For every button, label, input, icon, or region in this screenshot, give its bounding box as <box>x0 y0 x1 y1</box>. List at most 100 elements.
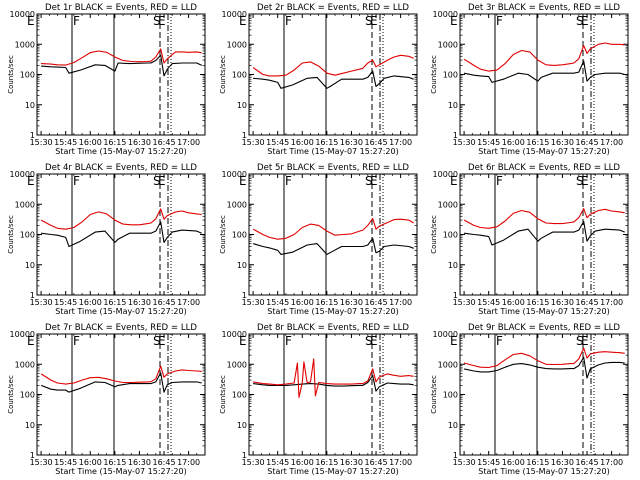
y-tick-label: 100 <box>20 391 35 400</box>
x-tick-label: 16:45 <box>152 298 175 307</box>
y-tick-label: 10 <box>237 261 247 270</box>
marker-label: E <box>239 14 247 28</box>
x-tick-label: 16:15 <box>526 298 549 307</box>
x-tick-label: 16:15 <box>103 298 126 307</box>
series-line-lld <box>252 54 414 77</box>
x-tick-label: 15:30 <box>453 138 476 147</box>
y-tick-label: 1 <box>30 131 35 140</box>
x-axis-label: Start Time (15-May-07 15:27:20) <box>478 147 609 156</box>
series-line-lld <box>41 48 202 66</box>
marker-label: S <box>576 334 584 348</box>
y-tick-label: 10 <box>25 421 35 430</box>
y-axis-label: Counts/sec <box>7 55 15 94</box>
x-tick-label: 16:30 <box>340 298 363 307</box>
x-axis-label: Start Time (15-May-07 15:27:20) <box>478 467 609 476</box>
marker-label: S <box>365 14 373 28</box>
marker-label: S <box>153 174 161 188</box>
x-tick-label: 16:30 <box>551 458 574 467</box>
series-line-lld <box>252 217 414 240</box>
marker-label: F <box>496 14 503 28</box>
series-line-events <box>463 60 625 83</box>
x-tick-label: 15:45 <box>477 458 500 467</box>
y-tick-label: 1000 <box>15 200 35 209</box>
y-tick-label: 1000 <box>438 360 458 369</box>
marker-label: E <box>370 334 378 348</box>
x-tick-label: 16:00 <box>502 458 525 467</box>
x-tick-label: 16:45 <box>152 458 175 467</box>
y-tick-label: 100 <box>232 71 247 80</box>
series-line-events <box>41 54 202 77</box>
x-axis-label: Start Time (15-May-07 15:27:20) <box>55 147 186 156</box>
marker-label: E <box>450 334 458 348</box>
chart-title: Det 4r BLACK = Events, RED = LLD <box>45 163 197 173</box>
x-tick-label: 16:00 <box>502 138 525 147</box>
marker-label: S <box>365 334 373 348</box>
series-line-events <box>464 220 625 246</box>
y-tick-label: 100 <box>443 231 458 240</box>
x-axis-label: Start Time (15-May-07 15:27:20) <box>267 467 398 476</box>
marker-label: S <box>153 14 161 28</box>
y-tick-label: 1000 <box>438 200 458 209</box>
chart-panel-6: Det 6r BLACK = Events, RED = LLD 1 10 100 10… <box>430 163 629 316</box>
y-axis-label: Counts/sec <box>219 375 227 414</box>
y-tick-label: 10000 <box>222 170 247 179</box>
marker-label: E <box>370 174 378 188</box>
marker-label: E <box>158 174 166 188</box>
x-tick-label: 15:30 <box>30 298 53 307</box>
chart-title: Det 6r BLACK = Events, RED = LLD <box>468 163 620 173</box>
marker-label: S <box>576 14 584 28</box>
series-line-lld <box>463 347 625 369</box>
x-tick-label: 16:45 <box>575 138 598 147</box>
x-tick-label: 15:45 <box>266 298 289 307</box>
x-tick-label: 16:30 <box>551 298 574 307</box>
x-tick-label: 15:45 <box>266 138 289 147</box>
y-tick-label: 10 <box>448 421 458 430</box>
x-tick-label: 17:00 <box>389 298 412 307</box>
chart-panel-2: Det 2r BLACK = Events, RED = LLD 1 10 100 10… <box>219 3 418 156</box>
y-tick-label: 1000 <box>15 360 35 369</box>
chart-title: Det 8r BLACK = Events, RED = LLD <box>257 323 409 333</box>
chart-title: Det 2r BLACK = Events, RED = LLD <box>257 3 409 13</box>
x-tick-label: 15:30 <box>242 458 265 467</box>
x-axis-label: Start Time (15-May-07 15:27:20) <box>478 307 609 316</box>
marker-label: E <box>158 14 166 28</box>
series-line-lld <box>253 358 414 398</box>
x-tick-label: 16:45 <box>575 298 598 307</box>
chart-title: Det 7r BLACK = Events, RED = LLD <box>45 323 197 333</box>
y-tick-label: 1 <box>30 451 35 460</box>
x-tick-label: 16:30 <box>551 138 574 147</box>
marker-label: E <box>239 174 247 188</box>
x-tick-label: 16:15 <box>526 458 549 467</box>
x-tick-label: 16:15 <box>526 138 549 147</box>
plot-frame <box>36 173 206 296</box>
chart-title: Det 9r BLACK = Events, RED = LLD <box>468 323 620 333</box>
y-tick-label: 1 <box>242 291 247 300</box>
marker-label: E <box>581 14 589 28</box>
x-tick-label: 16:30 <box>128 298 151 307</box>
x-tick-label: 15:45 <box>266 458 289 467</box>
y-tick-label: 1000 <box>15 40 35 49</box>
plot-frame <box>36 13 206 136</box>
y-axis-label: Counts/sec <box>219 215 227 254</box>
x-tick-label: 15:30 <box>453 298 476 307</box>
y-tick-label: 1000 <box>227 360 247 369</box>
series-line-events <box>253 70 414 89</box>
x-tick-label: 15:30 <box>242 298 265 307</box>
series-line-events <box>41 221 202 248</box>
x-tick-label: 16:15 <box>315 138 338 147</box>
marker-label: F <box>285 174 292 188</box>
x-tick-label: 16:45 <box>364 138 387 147</box>
y-axis-label: Counts/sec <box>219 55 227 94</box>
y-tick-label: 10000 <box>433 330 458 339</box>
marker-label: F <box>73 334 80 348</box>
x-tick-label: 15:45 <box>54 138 77 147</box>
chart-panel-1: Det 1r BLACK = Events, RED = LLD 1 10 100 10… <box>7 3 206 156</box>
x-tick-label: 16:00 <box>291 298 314 307</box>
y-tick-label: 1000 <box>438 40 458 49</box>
x-tick-label: 15:45 <box>54 458 77 467</box>
y-tick-label: 100 <box>20 231 35 240</box>
x-tick-label: 16:45 <box>364 298 387 307</box>
marker-label: E <box>239 334 247 348</box>
y-tick-label: 10000 <box>433 10 458 19</box>
